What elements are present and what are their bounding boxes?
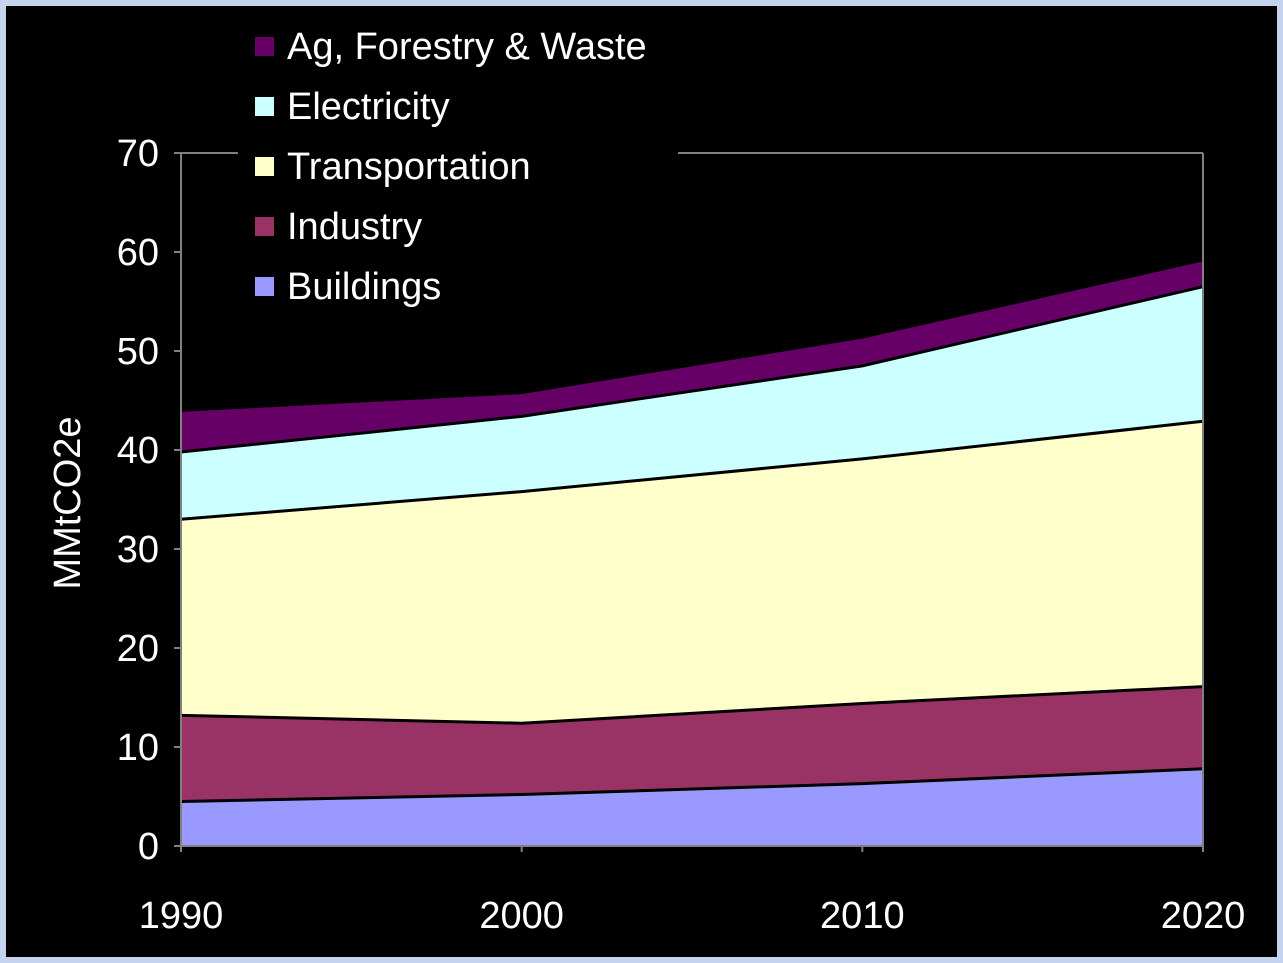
area-boundary-line [180,767,1204,803]
legend-swatch [255,277,274,296]
legend-swatch [255,217,274,236]
legend-background [238,20,678,310]
y-tick-label: 70 [117,133,159,175]
area-boundary-line [180,685,1204,725]
y-tick-label: 20 [117,628,159,670]
y-axis-ticks: 0 10 20 30 40 50 60 70 [117,133,181,868]
y-tick-label: 30 [117,529,159,571]
stacked-area-chart: 0 10 20 30 40 50 60 70 1990 2000 2010 2020 MMtCO2e… [47,20,1246,937]
legend-swatch [255,37,274,56]
x-axis-ticks: 1990 2000 2010 2020 [139,846,1246,937]
y-tick-label: 40 [117,430,159,472]
legend-label: Transportation [287,146,531,188]
y-tick-label: 10 [117,727,159,769]
area-ag-forestry-waste [181,259,1203,452]
legend-swatch [255,97,274,116]
legend-label: Ag, Forestry & Waste [287,26,647,68]
y-tick-label: 50 [117,331,159,373]
legend-label: Industry [287,206,422,248]
x-tick-label: 2000 [479,895,564,937]
legend: Ag, Forestry & Waste Electricity Transport… [238,20,678,310]
area-boundary-line [180,285,1204,454]
area-industry [181,686,1203,802]
area-electricity [181,286,1203,520]
x-tick-label: 1990 [139,895,224,937]
area-boundary-line [180,258,1204,412]
legend-swatch [255,157,274,176]
area-boundary-line [180,419,1204,521]
legend-label: Buildings [287,266,441,308]
legend-label: Electricity [287,86,450,128]
x-tick-label: 2020 [1161,895,1246,937]
area-transportation [181,421,1203,724]
y-tick-label: 0 [138,826,159,868]
area-buildings [181,768,1203,846]
x-tick-label: 2010 [820,895,905,937]
y-tick-label: 60 [117,232,159,274]
area-layers [180,258,1204,846]
y-axis-label: MMtCO2e [47,416,89,589]
